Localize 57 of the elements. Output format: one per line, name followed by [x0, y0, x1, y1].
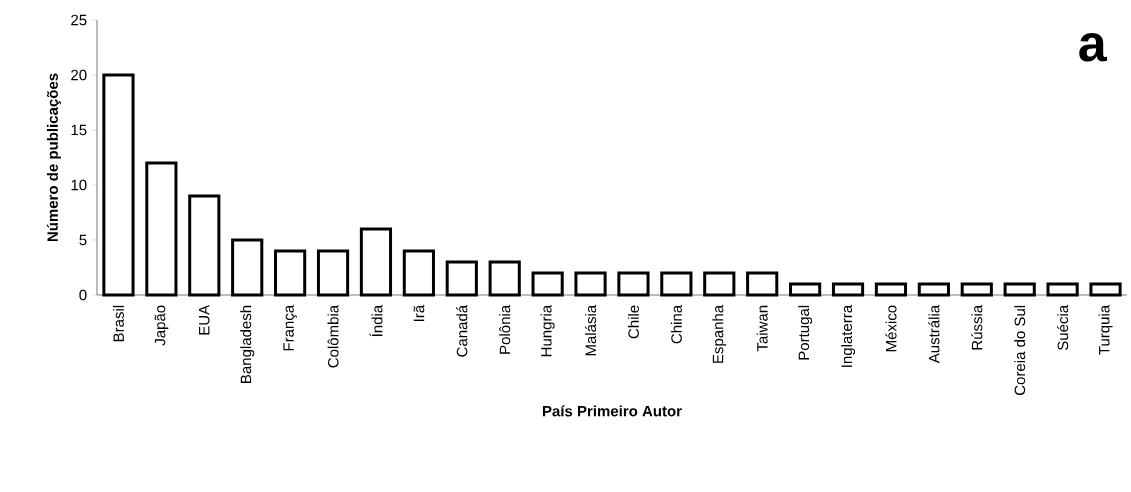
bar	[917, 282, 950, 297]
bar	[1003, 282, 1036, 297]
x-tick-label: Brasil	[112, 305, 124, 342]
x-tick-label: Japão	[154, 305, 169, 346]
x-tick-label: Canadá	[456, 304, 468, 357]
bar	[102, 73, 135, 297]
y-tick-label: 25	[71, 14, 87, 26]
x-tick-label: Índia	[369, 304, 383, 337]
x-tick-label: México	[885, 305, 897, 352]
bar	[274, 249, 307, 297]
y-tick-label: 20	[71, 69, 87, 81]
bar	[617, 271, 650, 297]
bar	[445, 260, 478, 297]
bar	[574, 271, 607, 297]
bar	[874, 282, 908, 297]
bar	[531, 271, 564, 297]
x-axis-title: País Primeiro Autor	[542, 405, 682, 417]
x-tick-label: França	[283, 304, 297, 351]
y-axis-title: Número de publicações	[46, 73, 61, 242]
x-tick-label: Malásia	[584, 304, 597, 356]
bar	[1089, 282, 1122, 297]
x-tick-label: Taiwan	[756, 305, 768, 352]
x-tick-label: Espanha	[712, 304, 727, 363]
bar	[359, 227, 393, 297]
bar	[660, 271, 693, 297]
x-tick-label: Hungria	[540, 304, 555, 357]
x-tick-label: Polônia	[499, 304, 511, 354]
x-tick-label: Irã	[413, 304, 425, 321]
y-tick-label: 0	[79, 289, 87, 301]
bar	[703, 271, 736, 297]
x-tick-label: Inglaterra	[841, 304, 856, 367]
x-tick-label: Rússia	[971, 304, 983, 350]
y-tick-label: 15	[71, 124, 87, 136]
x-tick-label: Suécia	[1057, 304, 1069, 351]
annotation: a	[1079, 33, 1107, 62]
bar	[316, 249, 350, 297]
x-tick-label: Coreia do Sul	[1014, 305, 1026, 395]
bar	[960, 282, 993, 297]
y-tick-label: 10	[71, 179, 87, 191]
x-tick-label: Colômbia	[327, 304, 339, 368]
bar	[188, 194, 221, 297]
bar	[402, 249, 435, 297]
x-tick-label: Bangladesh	[240, 305, 255, 383]
bar	[831, 282, 865, 297]
x-tick-label: EUA	[199, 304, 210, 335]
bar	[789, 282, 822, 297]
x-tick-label: Chile	[627, 305, 639, 339]
bar	[231, 238, 264, 297]
bar	[1046, 282, 1079, 297]
bar	[488, 260, 521, 297]
bar	[145, 161, 178, 297]
x-tick-label: Austrália	[928, 304, 940, 364]
x-tick-label: Turquia	[1098, 304, 1113, 355]
x-tick-label: China	[670, 304, 682, 344]
y-tick-label: 5	[79, 234, 87, 246]
x-tick-label: Portugal	[798, 305, 813, 360]
bar	[746, 271, 779, 297]
